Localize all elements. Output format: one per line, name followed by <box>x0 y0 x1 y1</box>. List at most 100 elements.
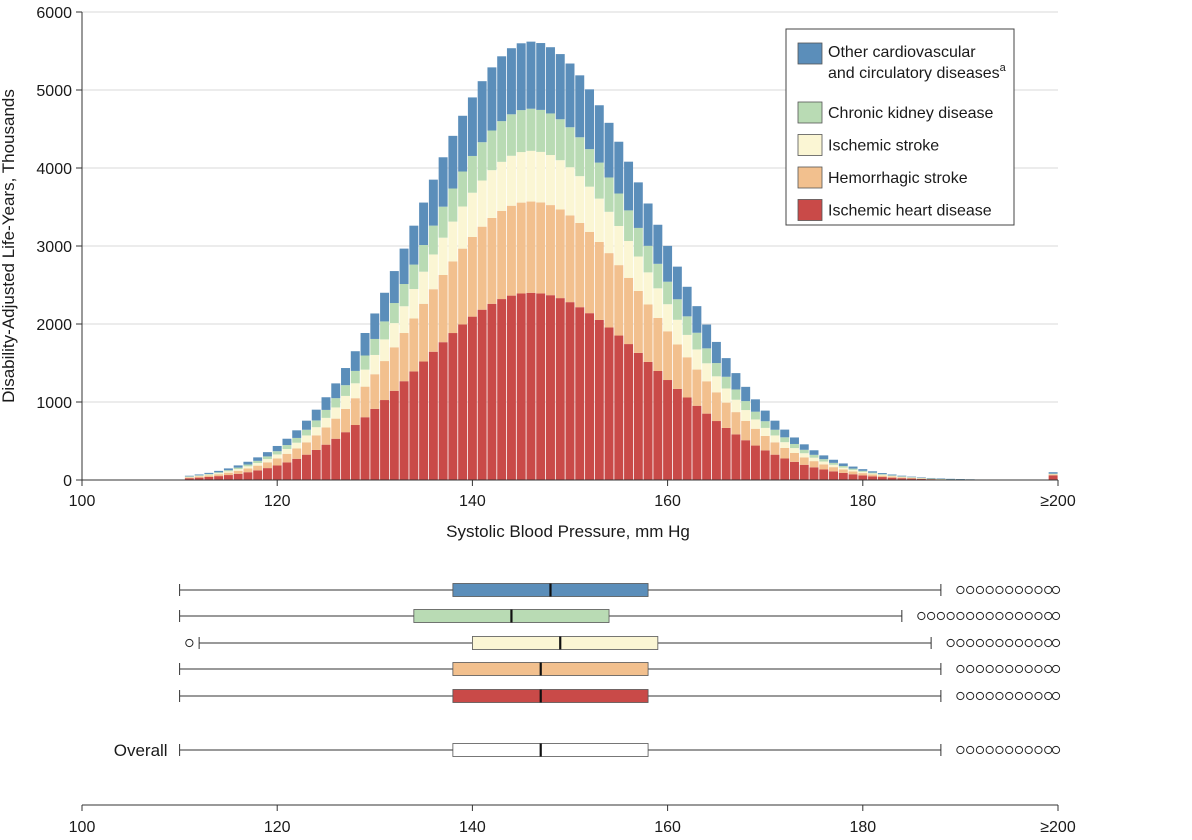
bar-segment <box>829 459 838 463</box>
bar-segment <box>272 454 282 459</box>
bar-segment <box>516 152 526 203</box>
bar-segment <box>887 477 897 480</box>
bar-segment <box>233 467 243 470</box>
bar-segment <box>389 347 399 391</box>
bar-segment <box>916 478 926 480</box>
bar-segment <box>907 477 917 478</box>
bar-segment <box>692 405 702 480</box>
bar-segment <box>458 206 468 249</box>
x-tick-label: 120 <box>264 493 291 510</box>
bar-segment <box>585 231 594 314</box>
outlier-point <box>975 664 985 674</box>
bar-segment <box>331 398 341 408</box>
outlier-point <box>985 638 994 648</box>
bar-segment <box>731 412 741 435</box>
outlier-point <box>936 611 945 621</box>
legend-label: Other cardiovascular <box>828 44 976 61</box>
bar-segment <box>302 442 311 455</box>
outlier-point <box>946 638 955 648</box>
outlier-point <box>1014 585 1024 595</box>
bar-segment <box>350 370 360 384</box>
bar-segment <box>897 478 907 480</box>
bar-segment <box>663 331 673 381</box>
bar-segment <box>370 374 380 409</box>
bar-segment <box>477 180 487 227</box>
outlier-point <box>985 745 994 755</box>
bar-segment <box>829 471 838 480</box>
x-tick-label: 140 <box>459 493 486 510</box>
bar-segment <box>936 478 946 479</box>
bar-segment <box>780 442 790 448</box>
bar-segment <box>536 151 546 203</box>
outlier-point <box>927 611 936 621</box>
bar-segment <box>233 473 243 480</box>
bar-segment <box>741 410 751 421</box>
bar-segment <box>663 380 673 480</box>
y-tick-label: 2000 <box>36 317 72 334</box>
outlier-point <box>1014 691 1024 701</box>
outlier-point <box>956 585 965 595</box>
legend-frame <box>785 28 1015 226</box>
outlier-point <box>1024 585 1033 595</box>
bar-segment <box>575 307 585 480</box>
outlier-point <box>1014 611 1024 621</box>
bar-segment <box>516 202 526 294</box>
box-iqr <box>452 689 649 703</box>
bar-segment <box>565 63 575 128</box>
outlier-point <box>956 745 965 755</box>
outlier-point <box>1034 745 1043 755</box>
bar-segment <box>321 444 331 480</box>
bar-segment <box>302 435 311 443</box>
bar-segment <box>311 409 321 421</box>
bar-segment <box>282 453 292 463</box>
bar-segment <box>350 425 360 480</box>
bar-segment <box>848 471 858 475</box>
bar-segment <box>585 313 594 480</box>
bar-segment <box>546 205 555 296</box>
bar-segment <box>780 447 790 459</box>
bar-segment <box>750 411 760 420</box>
outlier-point <box>1014 664 1024 674</box>
bar-segment <box>565 215 575 303</box>
bar-segment <box>243 472 253 480</box>
outlier-point <box>1034 664 1043 674</box>
legend-swatch <box>797 199 823 221</box>
bar-segment <box>360 386 370 418</box>
outlier-point <box>1005 585 1014 595</box>
bar-segment <box>838 465 848 468</box>
bar-segment <box>487 170 497 218</box>
bar-segment <box>907 478 917 480</box>
bar-segment <box>887 476 897 478</box>
outlier-point <box>956 611 965 621</box>
bar-segment <box>516 43 526 111</box>
bar-segment <box>438 157 448 207</box>
bar-segment <box>477 309 487 480</box>
x-tick-label: 100 <box>69 493 96 510</box>
bar-segment <box>321 427 331 445</box>
bar-segment <box>233 469 243 471</box>
bar-segment <box>575 75 585 138</box>
bar-segment <box>643 304 653 362</box>
bar-segment <box>184 478 194 480</box>
bar-segment <box>760 435 770 451</box>
bar-segment <box>428 351 438 480</box>
outlier-point <box>1005 745 1014 755</box>
bar-segment <box>214 470 224 473</box>
bar-segment <box>760 410 770 422</box>
bar-segment <box>643 272 653 305</box>
bar-segment <box>614 265 624 336</box>
outlier-point <box>1044 611 1053 621</box>
bar-segment <box>243 468 253 473</box>
bar-segment <box>760 427 770 436</box>
bar-segment <box>702 324 712 349</box>
box-plot-axis: 100 120 140 160 180 ≥200 <box>69 804 1076 836</box>
y-tick-label: 4000 <box>36 161 72 178</box>
bar-segment <box>633 182 643 228</box>
bar-segment <box>653 263 663 289</box>
bar-segment <box>897 476 907 478</box>
bar-segment <box>594 105 604 163</box>
bar-segment <box>653 370 663 480</box>
bar-segment <box>877 475 887 478</box>
bar-segment <box>389 390 399 480</box>
outlier-point <box>975 638 985 648</box>
